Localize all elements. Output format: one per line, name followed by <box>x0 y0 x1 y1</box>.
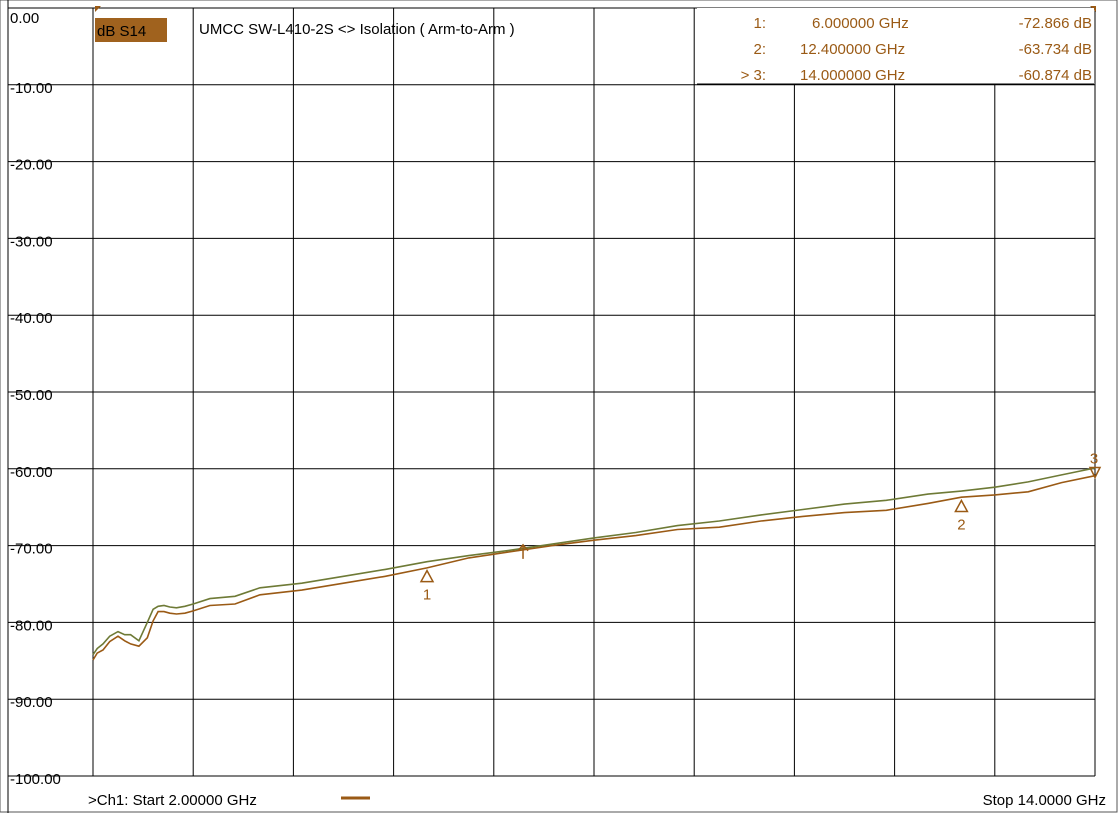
marker-2-label: 2 <box>957 516 965 533</box>
y-tick-label: -30.00 <box>10 233 53 250</box>
y-tick-label: -10.00 <box>10 80 53 97</box>
marker-1-value: -72.866 dB <box>1019 15 1092 32</box>
y-tick-label: -20.00 <box>10 157 53 174</box>
reference-marker-arrow <box>517 543 529 559</box>
trace-line-2 <box>92 467 1096 656</box>
marker-3-value: -60.874 dB <box>1019 67 1092 84</box>
traces <box>92 467 1096 661</box>
marker-3-triangle <box>1088 466 1102 480</box>
y-tick-label: -40.00 <box>10 310 53 327</box>
y-axis-ticks: 0.00 -10.00 -20.00 -30.00 -40.00 -50.00 -60.00… <box>10 10 61 788</box>
y-tick-label: -90.00 <box>10 694 53 711</box>
marker-1-label: 1 <box>423 587 431 604</box>
marker-1-index: 1: <box>753 15 766 32</box>
y-tick-label: 0.00 <box>10 10 39 27</box>
y-tick-label: -100.00 <box>10 771 61 788</box>
marker-2-value: -63.734 dB <box>1019 41 1092 58</box>
marker-1-freq: 6.000000 GHz <box>812 15 909 32</box>
marker-3-freq: 14.000000 GHz <box>800 67 905 84</box>
y-tick-label: -60.00 <box>10 464 53 481</box>
marker-2-freq: 12.400000 GHz <box>800 41 905 58</box>
marker-2-triangle <box>954 498 969 513</box>
trace-label[interactable]: dB S14 <box>97 23 146 40</box>
start-frequency-label: >Ch1: Start 2.00000 GHz <box>88 792 257 809</box>
trace-badge[interactable] <box>95 18 167 42</box>
y-tick-label: -70.00 <box>10 541 53 558</box>
marker-1-triangle <box>419 569 435 583</box>
y-tick-label: -80.00 <box>10 617 53 634</box>
left-corner-tick <box>95 6 101 12</box>
marker-readout-bg <box>697 8 1094 84</box>
y-tick-label: -50.00 <box>10 387 53 404</box>
trace-line-1 <box>92 474 1096 661</box>
stop-frequency-label: Stop 14.0000 GHz <box>983 792 1106 809</box>
markers: 1 2 3 <box>419 451 1102 604</box>
chart-title: UMCC SW-L410-2S <> Isolation ( Arm-to-Ar… <box>199 21 515 38</box>
marker-readout: 1: 6.000000 GHz -72.866 dB 2: 12.400000 … <box>697 15 1094 85</box>
marker-3-index: > 3: <box>741 67 766 84</box>
marker-2-index: 2: <box>753 41 766 58</box>
marker-3-label: 3 <box>1090 451 1098 468</box>
graticule <box>7 0 1096 813</box>
